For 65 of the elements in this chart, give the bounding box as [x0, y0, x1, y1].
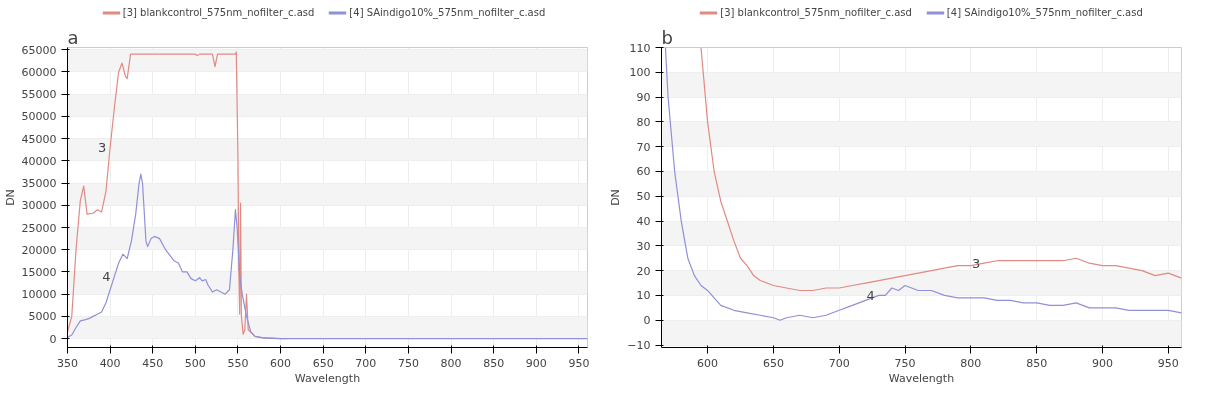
x-tick-label: 850	[483, 356, 505, 370]
y-tick-label: 60000	[21, 65, 57, 79]
x-tick-label: 950	[568, 356, 590, 370]
x-tick-label: 450	[142, 356, 164, 370]
y-axis-title: DN	[3, 189, 17, 206]
x-tick-label: 750	[894, 356, 916, 370]
x-tick-label: 900	[1092, 356, 1114, 370]
y-tick-label: 60	[636, 165, 651, 179]
y-tick-label: 70	[636, 140, 651, 154]
x-tick-label: 700	[828, 356, 850, 370]
x-tick-label: 700	[355, 356, 377, 370]
y-tick-label: 30	[636, 239, 651, 253]
legend-label: [3] blankcontrol_575nm_nofilter_c.asd	[122, 6, 315, 18]
y-tick-label: 65000	[21, 43, 57, 57]
y-tick-label: 90	[636, 91, 651, 105]
y-tick-label: 40000	[21, 154, 57, 168]
y-tick-label: 40	[636, 215, 651, 229]
y-tick-label: 55000	[21, 88, 57, 102]
y-tick-label: 20000	[21, 243, 57, 257]
line-series	[700, 47, 1182, 292]
line-series	[67, 173, 588, 340]
x-tick-label: 400	[99, 356, 121, 370]
y-tick-label: 50	[636, 190, 651, 204]
x-tick-label: 550	[227, 356, 249, 370]
y-tick-label: 50000	[21, 110, 57, 124]
y-tick-label: 35000	[21, 177, 57, 191]
x-tick-label: 900	[525, 356, 547, 370]
y-tick-label: 20	[636, 264, 651, 278]
y-tick-label: 5000	[28, 310, 57, 324]
x-tick-label: 600	[270, 356, 292, 370]
x-axis-title: Wavelength	[888, 371, 955, 385]
x-tick-label: 800	[440, 356, 462, 370]
y-tick-label: 25000	[21, 221, 57, 235]
y-tick-label: 100	[629, 66, 651, 80]
chart-title: a	[67, 26, 79, 48]
x-tick-label: 650	[312, 356, 334, 370]
y-tick-label: 0	[49, 332, 57, 346]
x-tick-label: 750	[397, 356, 419, 370]
y-tick-label: 0	[643, 314, 651, 328]
x-tick-label: 600	[697, 356, 719, 370]
y-tick-label: 110	[629, 41, 651, 55]
y-tick-label: 30000	[21, 199, 57, 213]
y-tick-label: 10000	[21, 288, 57, 302]
annotation: 4	[866, 287, 875, 303]
y-tick-label: 15000	[21, 265, 57, 279]
x-tick-label: 800	[960, 356, 982, 370]
y-axis-title: DN	[609, 189, 623, 206]
y-tick-label: −10	[627, 339, 651, 353]
x-tick-label: 950	[1157, 356, 1179, 370]
x-tick-label: 850	[1026, 356, 1048, 370]
x-tick-label: 350	[57, 356, 78, 370]
annotation: 3	[971, 255, 981, 271]
annotation: 3	[97, 140, 107, 155]
x-tick-label: 650	[762, 356, 784, 370]
x-tick-label: 500	[184, 356, 206, 370]
chart-title: b	[661, 26, 673, 48]
x-axis-title: Wavelength	[294, 371, 361, 385]
y-tick-label: 10	[636, 289, 651, 303]
annotation: 4	[102, 268, 111, 284]
line-series	[664, 47, 1182, 321]
legend-label: [3] blankcontrol_575nm_nofilter_c.asd	[720, 6, 912, 18]
legend-label: [4] SAindigo10%_575nm_nofilter_c.asd	[946, 6, 1143, 18]
y-tick-label: 45000	[21, 132, 57, 146]
y-tick-label: 80	[636, 115, 651, 129]
legend-label: [4] SAindigo10%_575nm_nofilter_c.asd	[349, 6, 546, 18]
